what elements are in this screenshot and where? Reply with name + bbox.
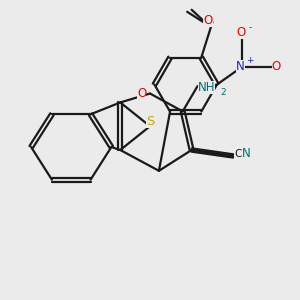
Text: O: O <box>137 87 146 100</box>
Text: N: N <box>236 60 245 73</box>
Text: O: O <box>236 26 245 39</box>
Text: O: O <box>272 60 281 73</box>
Text: C: C <box>234 148 242 159</box>
Text: O: O <box>203 14 213 27</box>
Text: -: - <box>249 23 252 32</box>
Text: +: + <box>246 56 253 65</box>
Text: N: N <box>242 147 251 160</box>
Text: NH: NH <box>198 81 215 94</box>
Text: S: S <box>146 115 154 128</box>
Text: 2: 2 <box>220 88 226 97</box>
